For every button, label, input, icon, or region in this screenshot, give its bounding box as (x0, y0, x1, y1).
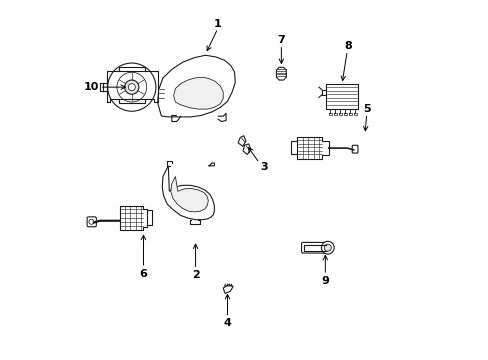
FancyBboxPatch shape (301, 242, 327, 253)
Circle shape (107, 63, 156, 111)
Circle shape (117, 72, 146, 102)
Text: 10: 10 (83, 82, 99, 92)
Polygon shape (162, 166, 214, 220)
Text: 6: 6 (139, 269, 147, 279)
Polygon shape (157, 55, 235, 117)
Polygon shape (238, 136, 245, 146)
Text: 4: 4 (223, 318, 231, 328)
Circle shape (89, 219, 94, 224)
FancyBboxPatch shape (351, 145, 357, 153)
Circle shape (324, 244, 331, 251)
Text: 8: 8 (344, 41, 351, 51)
Text: 2: 2 (191, 270, 199, 280)
Circle shape (124, 80, 139, 94)
Polygon shape (325, 84, 357, 109)
Polygon shape (170, 176, 208, 212)
Polygon shape (120, 206, 147, 230)
FancyBboxPatch shape (87, 217, 96, 227)
Polygon shape (173, 77, 223, 109)
Text: 1: 1 (214, 19, 222, 29)
Polygon shape (243, 144, 250, 154)
Text: 9: 9 (321, 276, 328, 286)
Polygon shape (296, 138, 328, 159)
Text: 7: 7 (277, 35, 285, 45)
Circle shape (128, 84, 135, 91)
Text: 5: 5 (362, 104, 370, 114)
Circle shape (321, 241, 333, 254)
Polygon shape (223, 284, 233, 293)
Text: 3: 3 (260, 162, 267, 171)
Polygon shape (276, 67, 286, 80)
